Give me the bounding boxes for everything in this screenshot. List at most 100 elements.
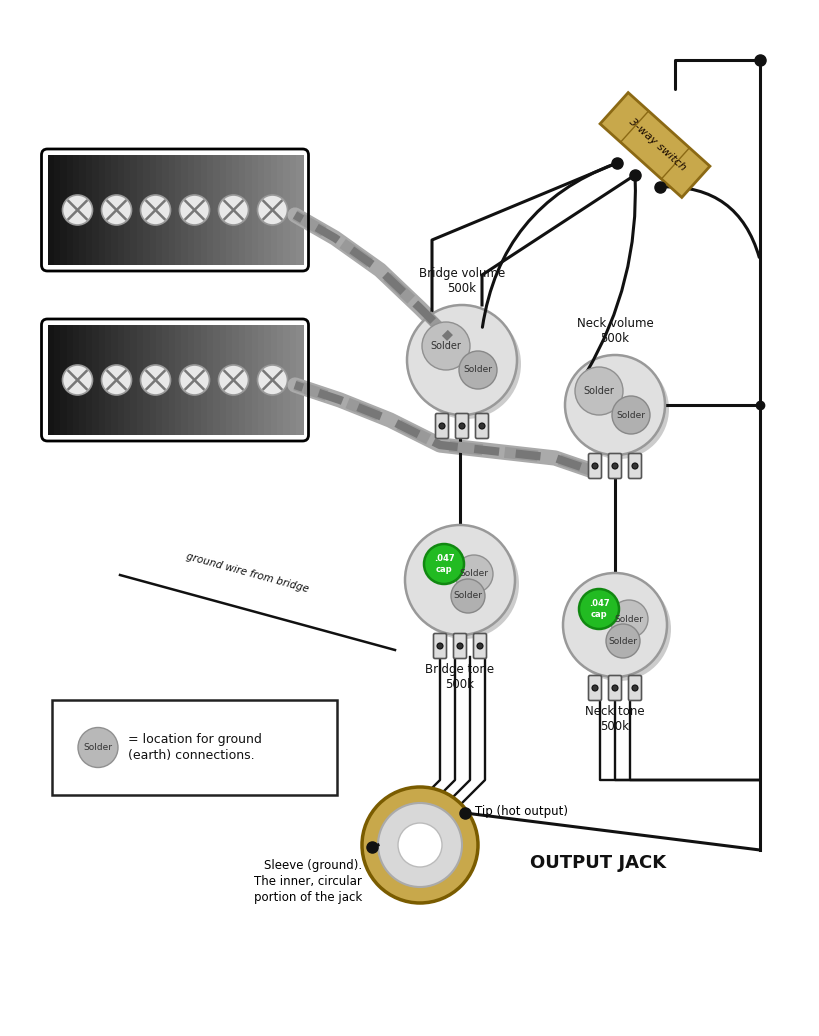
Bar — [66, 155, 74, 265]
Circle shape — [141, 365, 170, 395]
Bar — [169, 325, 176, 435]
Bar — [277, 155, 284, 265]
Circle shape — [592, 463, 598, 469]
Bar — [270, 325, 278, 435]
Bar — [181, 155, 188, 265]
Circle shape — [457, 643, 463, 649]
Bar — [79, 155, 87, 265]
Circle shape — [80, 729, 124, 774]
Text: portion of the jack: portion of the jack — [254, 891, 362, 904]
Circle shape — [579, 589, 619, 629]
Bar — [143, 155, 151, 265]
Bar — [283, 325, 291, 435]
Text: Bridge volume
500k: Bridge volume 500k — [419, 267, 505, 295]
Circle shape — [398, 823, 442, 867]
Bar — [124, 325, 131, 435]
FancyBboxPatch shape — [589, 675, 601, 700]
Text: Solder: Solder — [464, 366, 492, 374]
FancyBboxPatch shape — [589, 454, 601, 479]
Circle shape — [179, 365, 210, 395]
Circle shape — [219, 365, 248, 395]
Text: Solder: Solder — [84, 743, 112, 752]
Circle shape — [477, 643, 483, 649]
Bar — [162, 155, 170, 265]
Circle shape — [610, 600, 648, 638]
Bar — [251, 325, 259, 435]
Text: OUTPUT JACK: OUTPUT JACK — [530, 854, 666, 872]
Text: Solder: Solder — [454, 592, 482, 601]
Circle shape — [257, 195, 287, 225]
Bar — [162, 325, 170, 435]
Circle shape — [565, 355, 665, 455]
Bar — [54, 325, 61, 435]
Bar — [213, 325, 220, 435]
Bar — [137, 325, 144, 435]
Bar — [239, 325, 247, 435]
Text: = location for ground
(earth) connections.: = location for ground (earth) connection… — [128, 733, 262, 761]
FancyBboxPatch shape — [52, 700, 337, 795]
Bar — [169, 155, 176, 265]
FancyBboxPatch shape — [436, 413, 449, 438]
Bar — [233, 325, 240, 435]
Bar — [181, 325, 188, 435]
Text: Neck volume
500k: Neck volume 500k — [577, 317, 654, 345]
Bar — [156, 155, 163, 265]
Text: 3-way switch: 3-way switch — [627, 117, 687, 173]
Bar — [150, 155, 157, 265]
Bar — [213, 155, 220, 265]
Bar — [283, 155, 291, 265]
Bar — [73, 155, 80, 265]
Circle shape — [141, 195, 170, 225]
Bar — [251, 155, 259, 265]
Text: .047
cap: .047 cap — [434, 554, 455, 574]
Bar — [265, 325, 272, 435]
Bar — [194, 155, 201, 265]
Bar — [137, 155, 144, 265]
Bar — [130, 155, 138, 265]
Text: Bridge tone
500k: Bridge tone 500k — [425, 663, 495, 691]
Circle shape — [459, 351, 497, 388]
FancyBboxPatch shape — [476, 413, 488, 438]
Bar — [156, 325, 163, 435]
Bar — [245, 325, 252, 435]
Bar — [105, 325, 112, 435]
Bar — [258, 325, 265, 435]
FancyBboxPatch shape — [473, 633, 486, 659]
Bar — [130, 325, 138, 435]
Bar — [79, 325, 87, 435]
Circle shape — [424, 544, 464, 584]
Bar — [73, 325, 80, 435]
Circle shape — [612, 463, 618, 469]
Circle shape — [592, 685, 598, 691]
Circle shape — [62, 365, 93, 395]
Circle shape — [179, 195, 210, 225]
Text: Solder: Solder — [614, 614, 644, 624]
Bar — [258, 155, 265, 265]
Circle shape — [257, 365, 287, 395]
Bar — [277, 325, 284, 435]
Text: Solder: Solder — [431, 341, 461, 351]
Bar — [92, 155, 99, 265]
Circle shape — [102, 195, 132, 225]
Bar — [219, 325, 227, 435]
Circle shape — [422, 322, 470, 370]
Bar — [270, 155, 278, 265]
Polygon shape — [600, 92, 710, 198]
Bar — [290, 325, 297, 435]
Circle shape — [378, 803, 462, 887]
Bar — [143, 325, 151, 435]
Text: Tip (hot output): Tip (hot output) — [475, 805, 568, 817]
Bar — [48, 155, 55, 265]
Bar — [86, 155, 93, 265]
Bar — [201, 325, 208, 435]
Circle shape — [439, 423, 445, 429]
Circle shape — [362, 787, 478, 903]
Bar — [265, 155, 272, 265]
FancyBboxPatch shape — [433, 633, 446, 659]
Circle shape — [575, 367, 623, 415]
Bar — [290, 155, 297, 265]
Circle shape — [612, 685, 618, 691]
Text: Solder: Solder — [617, 410, 645, 420]
FancyBboxPatch shape — [454, 633, 467, 659]
Bar — [207, 155, 215, 265]
